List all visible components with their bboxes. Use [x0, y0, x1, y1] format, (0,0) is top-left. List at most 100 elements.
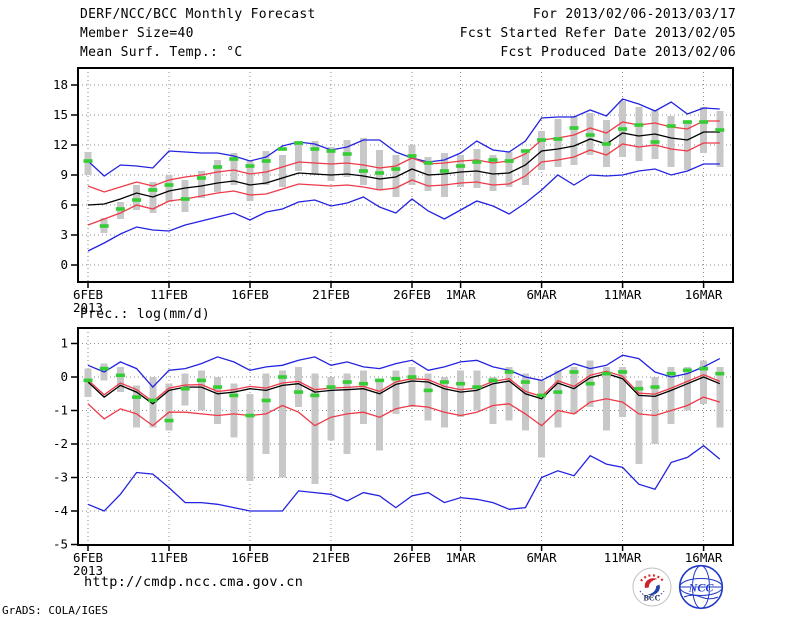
- ensemble-spread-bar: [359, 138, 367, 185]
- observation-marker: [358, 381, 368, 386]
- observation-marker: [261, 159, 271, 163]
- x-tick-label: 16FEB: [231, 287, 269, 302]
- y-tick-label: 12: [53, 137, 68, 152]
- observation-marker: [650, 385, 660, 389]
- observation-marker: [666, 371, 676, 376]
- observation-marker: [553, 137, 563, 141]
- bcc-logo-blue-swirl: [647, 584, 660, 596]
- x-tick-label: 1MAR: [446, 287, 477, 302]
- observation-marker: [520, 149, 530, 153]
- ensemble-spread-bar: [133, 385, 141, 428]
- ensemble-spread-bar: [230, 383, 238, 438]
- ensemble-spread-bar: [230, 153, 238, 185]
- observation-marker: [342, 380, 352, 384]
- ensemble-spread-bar: [262, 151, 270, 185]
- x-tick-label: 11FEB: [150, 287, 188, 302]
- ensemble-spread-bar: [392, 370, 400, 414]
- observation-marker: [634, 386, 644, 391]
- y-tick-label: -5: [53, 537, 68, 552]
- x-tick-label: 6MAR: [527, 550, 558, 565]
- observation-marker: [439, 169, 449, 173]
- observation-marker: [699, 120, 709, 124]
- observation-marker: [634, 123, 644, 127]
- x-tick-label: 6FEB: [73, 287, 103, 302]
- observation-marker: [213, 385, 223, 389]
- observation-marker: [407, 375, 417, 379]
- x-tick-label: 26FEB: [393, 550, 431, 565]
- observation-marker: [277, 147, 287, 151]
- grads-credit: GrADS: COLA/IGES: [2, 604, 108, 617]
- observation-marker: [472, 385, 482, 389]
- source-url: http://cmdp.ncc.cma.gov.cn: [84, 574, 304, 590]
- ensemble-spread-bar: [214, 160, 222, 192]
- ensemble-spread-bar: [424, 157, 432, 191]
- ensemble-spread-bar: [440, 153, 448, 197]
- ensemble-spread-bar: [683, 366, 691, 411]
- ensemble-spread-bar: [651, 377, 659, 444]
- temp-chart-title: Mean Surf. Temp.: °C: [80, 45, 243, 60]
- refer-date-label: Fcst Started Refer Date 2013/02/05: [459, 26, 736, 41]
- series-ensemble-max: [87, 98, 720, 177]
- observation-marker: [601, 371, 611, 376]
- observation-marker: [666, 124, 676, 128]
- observation-marker: [132, 198, 142, 202]
- x-tick-label: 21FEB: [312, 550, 350, 565]
- ensemble-spread-bar: [214, 377, 222, 424]
- observation-marker: [310, 393, 320, 398]
- bcc-logo-text: BCC: [644, 594, 661, 603]
- ensemble-spread-bar: [489, 377, 497, 424]
- ensemble-spread-bar: [359, 370, 367, 424]
- y-tick-label: 6: [60, 197, 68, 212]
- y-tick-label: 0: [60, 369, 68, 384]
- ensemble-spread-bar: [457, 370, 465, 418]
- observation-marker: [585, 133, 595, 137]
- observation-marker: [196, 378, 206, 383]
- series-mean-minus-std: [87, 396, 720, 427]
- ensemble-spread-bar: [197, 370, 205, 411]
- ensemble-spread-bar: [165, 175, 173, 202]
- observation-marker: [391, 376, 401, 381]
- ensemble-spread-bar: [311, 373, 319, 485]
- observation-marker: [585, 381, 595, 386]
- ensemble-spread-bar: [116, 366, 124, 393]
- observation-marker: [375, 171, 385, 175]
- ensemble-spread-bar: [376, 150, 384, 190]
- x-tick-label: 26FEB: [393, 287, 431, 302]
- observation-marker: [213, 165, 223, 169]
- ensemble-spread-bar: [554, 370, 562, 428]
- observation-marker: [456, 164, 466, 168]
- ensemble-spread-bar: [700, 360, 708, 404]
- x-year-label: 2013: [73, 300, 103, 315]
- observation-marker: [504, 370, 514, 374]
- observation-marker: [294, 141, 304, 145]
- observation-marker: [488, 158, 498, 162]
- observation-marker: [148, 188, 158, 192]
- ensemble-spread-bar: [295, 366, 303, 408]
- series-mean-plus-std: [87, 370, 721, 403]
- y-tick-label: -3: [53, 470, 68, 485]
- ensemble-spread-bar: [619, 366, 627, 418]
- ncc-logo-wave: [683, 594, 719, 600]
- ensemble-spread-bar: [440, 377, 448, 428]
- x-tick-label: 1MAR: [446, 550, 477, 565]
- observation-marker: [164, 183, 174, 187]
- series-ensemble-max: [87, 354, 721, 389]
- observation-marker: [520, 380, 530, 384]
- ensemble-spread-bar: [343, 140, 351, 177]
- ensemble-spread-bar: [570, 366, 578, 414]
- series-mean-plus-std: [87, 120, 720, 193]
- ensemble-spread-bar: [295, 141, 303, 171]
- observation-marker: [99, 224, 109, 228]
- observation-marker: [310, 147, 320, 151]
- observation-marker: [601, 142, 611, 146]
- ensemble-spread-bar: [521, 373, 529, 431]
- observation-marker: [715, 128, 725, 132]
- observation-marker: [229, 393, 239, 398]
- observation-marker: [196, 176, 206, 180]
- x-tick-label: 11MAR: [604, 287, 642, 302]
- ensemble-spread-bar: [538, 380, 546, 458]
- ensemble-spread-bar: [457, 155, 465, 187]
- observation-marker: [115, 373, 125, 378]
- x-year-label: 2013: [73, 563, 103, 578]
